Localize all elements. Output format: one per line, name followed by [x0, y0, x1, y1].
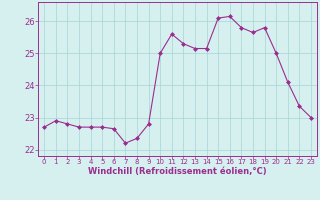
X-axis label: Windchill (Refroidissement éolien,°C): Windchill (Refroidissement éolien,°C) — [88, 167, 267, 176]
